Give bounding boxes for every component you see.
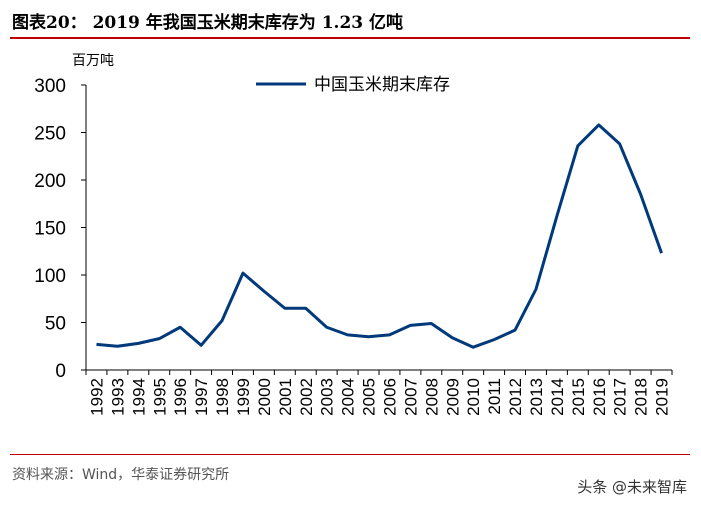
- x-tick-label: 1992: [87, 378, 106, 416]
- y-tick-label: 100: [34, 266, 66, 287]
- x-tick-label: 2007: [401, 378, 420, 416]
- x-tick-label: 2000: [255, 378, 274, 416]
- y-tick-label: 200: [34, 171, 66, 192]
- x-tick-label: 2002: [297, 378, 316, 416]
- x-tick-label: 2004: [339, 378, 358, 416]
- x-tick-label: 2010: [464, 378, 483, 416]
- x-tick-label: 1993: [108, 378, 127, 416]
- x-tick-label: 2013: [527, 378, 546, 416]
- x-tick-label: 2012: [506, 378, 525, 416]
- x-tick-label: 1997: [192, 378, 211, 416]
- footer-rule: [10, 454, 690, 455]
- watermark: 头条 @未来智库: [577, 478, 687, 496]
- x-tick-label: 2001: [276, 378, 295, 416]
- x-tick-label: 2018: [632, 378, 651, 416]
- x-tick-label: 1994: [129, 378, 148, 416]
- x-tick-label: 2008: [422, 378, 441, 416]
- y-tick-label: 50: [45, 314, 66, 335]
- x-tick-label: 2016: [590, 378, 609, 416]
- title-rule: [10, 37, 690, 39]
- x-tick-label: 1998: [213, 378, 232, 416]
- x-tick-label: 2011: [485, 378, 504, 415]
- x-tick-label: 2019: [653, 378, 672, 416]
- y-tick-label: 0: [55, 361, 66, 382]
- x-tick-label: 1999: [234, 378, 253, 416]
- x-tick-label: 2017: [611, 378, 630, 416]
- y-tick-label: 150: [34, 219, 66, 240]
- x-tick-label: 2015: [569, 378, 588, 416]
- x-tick-label: 1995: [150, 378, 169, 416]
- x-tick-label: 2006: [380, 378, 399, 416]
- figure-title: 图表20： 2019 年我国玉米期末库存为 1.23 亿吨: [12, 13, 404, 33]
- x-tick-label: 2009: [443, 378, 462, 416]
- y-axis-unit: 百万吨: [72, 53, 114, 69]
- x-tick-label: 2014: [548, 378, 567, 416]
- y-tick-label: 250: [34, 124, 66, 145]
- x-tick-label: 1996: [171, 378, 190, 416]
- series-line: [96, 123, 663, 349]
- y-tick-label: 300: [34, 76, 66, 97]
- legend-label: 中国玉米期末库存: [314, 75, 450, 95]
- x-tick-label: 2005: [360, 378, 379, 416]
- source-note: 资料来源：Wind，华泰证券研究所: [12, 467, 230, 483]
- x-tick-label: 2003: [318, 378, 337, 416]
